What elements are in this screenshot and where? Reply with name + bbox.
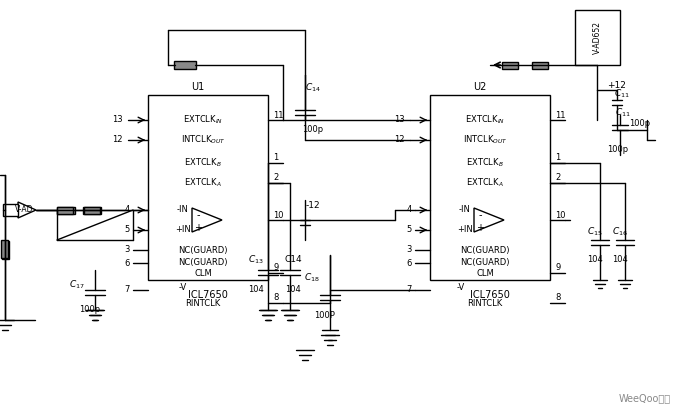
Text: RINTCLK: RINTCLK xyxy=(468,299,503,307)
Text: NC(GUARD): NC(GUARD) xyxy=(178,258,228,267)
Bar xyxy=(83,206,101,213)
Text: -: - xyxy=(478,210,482,220)
Text: 104: 104 xyxy=(285,285,301,295)
Text: CLM: CLM xyxy=(194,268,212,277)
Text: CLM: CLM xyxy=(476,268,494,277)
Text: U2: U2 xyxy=(473,82,486,92)
Text: 7: 7 xyxy=(125,285,130,295)
Text: $C_{17}$: $C_{17}$ xyxy=(69,279,85,291)
Text: -: - xyxy=(196,210,200,220)
Text: NC(GUARD): NC(GUARD) xyxy=(461,245,510,255)
Text: 9: 9 xyxy=(555,263,560,272)
Text: 3: 3 xyxy=(407,245,412,255)
Bar xyxy=(1,240,8,258)
Text: 6: 6 xyxy=(407,258,412,267)
Text: 100p: 100p xyxy=(629,119,650,129)
Text: -V: -V xyxy=(179,283,187,292)
Bar xyxy=(532,62,548,69)
Text: $C_{14}$: $C_{14}$ xyxy=(305,82,321,94)
Text: 11: 11 xyxy=(273,111,284,119)
Text: WeeQoo维库: WeeQoo维库 xyxy=(619,393,671,403)
Text: 100p: 100p xyxy=(79,305,101,314)
Text: +: + xyxy=(476,223,484,233)
Text: 12: 12 xyxy=(395,136,405,144)
Text: 8: 8 xyxy=(555,294,561,302)
Text: 100p: 100p xyxy=(302,126,323,134)
Text: 100P: 100P xyxy=(314,310,335,319)
Text: $C_{15}$: $C_{15}$ xyxy=(587,226,603,238)
Text: 8: 8 xyxy=(273,294,279,302)
Bar xyxy=(148,95,268,280)
Text: $C_{18}$: $C_{18}$ xyxy=(304,272,320,284)
Text: 4: 4 xyxy=(125,206,130,215)
Bar xyxy=(84,206,100,213)
Text: 104: 104 xyxy=(248,285,264,295)
Text: EXTCLK$_B$: EXTCLK$_B$ xyxy=(184,157,222,169)
Bar xyxy=(3,204,18,216)
Text: 2: 2 xyxy=(555,173,560,183)
Text: -IN: -IN xyxy=(177,206,189,215)
Text: 7: 7 xyxy=(407,285,412,295)
Text: $C_{11}$: $C_{11}$ xyxy=(614,88,630,100)
Text: INTCLK$_{OUT}$: INTCLK$_{OUT}$ xyxy=(463,134,508,146)
Text: +12: +12 xyxy=(608,81,626,89)
Text: +IN: +IN xyxy=(175,225,191,235)
Text: 10: 10 xyxy=(555,210,566,220)
Bar xyxy=(174,61,196,69)
Text: ICL7650: ICL7650 xyxy=(470,290,510,300)
Text: NC(GUARD): NC(GUARD) xyxy=(178,245,228,255)
Bar xyxy=(57,206,73,213)
Text: 4: 4 xyxy=(407,206,412,215)
Bar xyxy=(502,62,518,69)
Text: 1: 1 xyxy=(273,154,279,163)
Text: -IN: -IN xyxy=(459,206,471,215)
Text: EXTCLK$_A$: EXTCLK$_A$ xyxy=(466,177,504,189)
Text: INTCLK$_{OUT}$: INTCLK$_{OUT}$ xyxy=(181,134,225,146)
Text: 12: 12 xyxy=(113,136,123,144)
Text: U1: U1 xyxy=(191,82,204,92)
Text: 104: 104 xyxy=(587,255,603,265)
Text: 13: 13 xyxy=(113,116,123,124)
Text: 5: 5 xyxy=(407,225,412,235)
Text: 5: 5 xyxy=(125,225,130,235)
Text: 2: 2 xyxy=(273,173,279,183)
Polygon shape xyxy=(474,208,504,232)
Text: EXTCLK$_A$: EXTCLK$_A$ xyxy=(184,177,222,189)
Text: V-AD652: V-AD652 xyxy=(592,20,601,54)
Text: ICL7650: ICL7650 xyxy=(188,290,228,300)
Text: RINTCLK: RINTCLK xyxy=(186,299,220,307)
Text: V-AD: V-AD xyxy=(15,205,34,214)
Text: 1: 1 xyxy=(555,154,560,163)
Text: 10: 10 xyxy=(273,210,284,220)
Text: 13: 13 xyxy=(394,116,405,124)
Text: $C_{16}$: $C_{16}$ xyxy=(612,226,628,238)
Text: EXTCLK$_{IN}$: EXTCLK$_{IN}$ xyxy=(183,114,223,126)
Text: +: + xyxy=(194,223,202,233)
Polygon shape xyxy=(192,208,222,232)
Text: NC(GUARD): NC(GUARD) xyxy=(461,258,510,267)
Bar xyxy=(1,241,8,259)
Text: 100p: 100p xyxy=(608,146,629,154)
Polygon shape xyxy=(18,202,36,218)
Text: C14: C14 xyxy=(284,255,302,265)
Text: +IN: +IN xyxy=(457,225,473,235)
Bar xyxy=(575,10,620,65)
Text: EXTCLK$_B$: EXTCLK$_B$ xyxy=(466,157,504,169)
Text: 9: 9 xyxy=(273,263,279,272)
Text: -V: -V xyxy=(456,283,465,292)
Text: 104: 104 xyxy=(612,255,628,265)
Text: -12: -12 xyxy=(306,201,321,210)
Text: 3: 3 xyxy=(125,245,130,255)
Text: 11: 11 xyxy=(555,111,566,119)
Text: 6: 6 xyxy=(125,258,130,267)
Text: $C_{11}$: $C_{11}$ xyxy=(615,107,631,119)
Text: $C_{13}$: $C_{13}$ xyxy=(248,254,264,266)
Text: EXTCLK$_{IN}$: EXTCLK$_{IN}$ xyxy=(465,114,505,126)
Bar xyxy=(57,206,75,213)
Bar xyxy=(430,95,550,280)
